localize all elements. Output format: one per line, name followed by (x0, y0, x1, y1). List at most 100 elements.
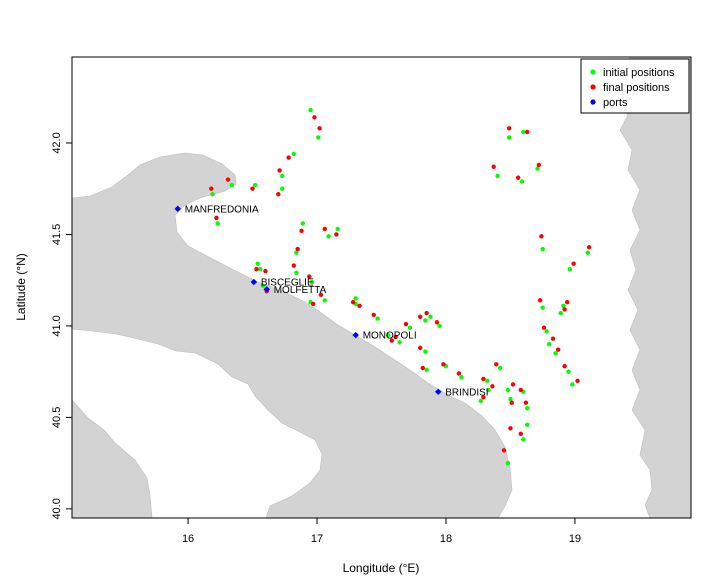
initial-position-point (322, 298, 327, 303)
final-position-point (403, 321, 409, 327)
final-position-point (250, 186, 255, 191)
initial-position-point (300, 221, 306, 226)
final-position-point (456, 371, 462, 376)
legend-swatch (590, 69, 596, 75)
final-position-point (299, 228, 304, 233)
initial-position-point (478, 398, 483, 404)
y-axis-label: Latitude (°N) (14, 253, 28, 321)
initial-position-point (544, 329, 549, 334)
y-tick-label: 40.0 (51, 498, 63, 519)
final-position-point (393, 334, 398, 340)
final-position-point (562, 307, 567, 312)
final-position-point (490, 384, 495, 389)
final-position-point (565, 299, 570, 305)
final-position-point (350, 299, 356, 305)
initial-position-point (308, 107, 313, 113)
y-tick-label: 41.5 (51, 224, 63, 245)
final-position-point (509, 400, 514, 405)
final-position-point (586, 245, 592, 250)
initial-position-point (353, 296, 358, 301)
initial-position-point (540, 246, 545, 252)
initial-position-point (525, 406, 530, 411)
initial-position-point (210, 192, 215, 197)
final-position-point (491, 164, 496, 169)
final-position-point (571, 261, 576, 266)
final-position-point (550, 336, 556, 341)
calabria-land (72, 399, 153, 518)
points-layer (174, 107, 592, 466)
x-tick-label: 17 (311, 533, 323, 545)
initial-position-point (570, 382, 575, 387)
final-position-point (322, 226, 327, 232)
final-position-point (510, 382, 516, 387)
y-tick-label: 41.0 (51, 315, 63, 336)
initial-position-point (506, 135, 512, 140)
port-marker (250, 278, 258, 286)
x-tick-label: 16 (182, 533, 194, 545)
x-tick-label: 18 (440, 533, 452, 545)
initial-position-point (428, 314, 433, 319)
final-position-point (310, 301, 316, 307)
initial-position-point (258, 267, 263, 272)
port-label: MOLFETTA (274, 285, 327, 296)
final-position-point (515, 175, 521, 180)
final-position-point (291, 263, 297, 268)
final-position-point (539, 234, 544, 239)
plot-frame (71, 56, 692, 519)
initial-position-point (505, 387, 511, 393)
final-position-point (371, 312, 376, 318)
initial-position-point (423, 318, 428, 323)
port-label: MONOPOLI (363, 331, 417, 342)
final-position-point (494, 362, 499, 367)
legend-swatch (590, 84, 596, 90)
final-position-point (417, 314, 423, 319)
initial-position-point (486, 387, 491, 393)
final-position-point (555, 347, 561, 352)
final-position-point (575, 378, 580, 383)
final-position-point (508, 426, 513, 431)
italy-land (72, 57, 513, 518)
legend-label: initial positions (603, 67, 675, 79)
final-position-point (209, 186, 214, 191)
initial-position-point (561, 303, 566, 308)
initial-position-point (294, 270, 299, 276)
balkan-land (604, 57, 691, 518)
initial-position-point (385, 332, 391, 338)
final-position-point (389, 338, 395, 343)
port-marker (352, 331, 359, 339)
x-tick-label: 19 (569, 533, 581, 545)
initial-position-point (309, 279, 315, 285)
initial-position-point (521, 129, 526, 135)
initial-position-point (437, 323, 442, 329)
final-position-point (277, 168, 282, 173)
initial-position-point (335, 226, 340, 232)
initial-position-point (495, 173, 500, 179)
final-position-point (225, 177, 231, 182)
port-label: BRINDISI (445, 387, 488, 398)
initial-position-point (546, 342, 552, 347)
land-layer (72, 57, 691, 518)
legend-swatch (590, 99, 596, 105)
initial-position-point (519, 179, 525, 184)
final-position-point (523, 400, 529, 405)
initial-position-point (525, 422, 530, 427)
final-position-point (334, 232, 339, 237)
initial-position-point (294, 250, 299, 255)
port-label: BISCEGLIE (261, 278, 314, 289)
initial-position-point (585, 250, 591, 255)
final-position-point (295, 246, 300, 252)
final-position-point (518, 387, 523, 393)
initial-position-point (280, 186, 285, 191)
initial-position-point (407, 325, 413, 330)
port-label: MANFREDONIA (185, 204, 259, 215)
initial-position-point (540, 305, 545, 310)
initial-position-point (397, 340, 402, 345)
final-position-point (562, 363, 567, 369)
x-axis-label: Longitude (°E) (343, 561, 420, 575)
final-position-point (481, 395, 486, 400)
final-position-point (357, 303, 362, 308)
port-marker (435, 388, 442, 395)
initial-position-point (252, 182, 258, 188)
